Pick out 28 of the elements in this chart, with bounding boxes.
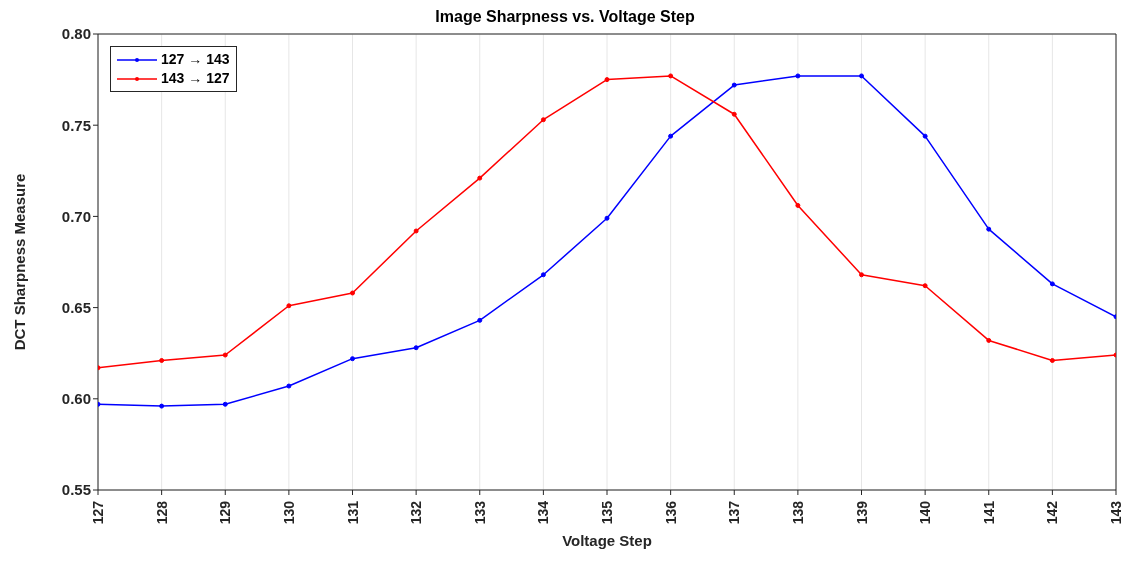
x-tick-label: 130 — [280, 500, 297, 525]
x-tick-label: 136 — [662, 500, 679, 525]
x-tick-label: 128 — [153, 500, 170, 525]
y-tick-label: 0.55 — [61, 481, 91, 499]
legend-label: 127 → 143 — [161, 50, 230, 69]
x-tick-label: 141 — [980, 500, 997, 525]
x-tick-label: 142 — [1044, 500, 1061, 525]
x-tick-label: 137 — [726, 500, 743, 525]
y-tick-label: 0.80 — [61, 25, 91, 43]
x-tick-label: 138 — [789, 500, 806, 525]
x-tick-label: 134 — [535, 500, 552, 525]
chart-title: Image Sharpness vs. Voltage Step — [434, 8, 696, 26]
x-tick-label: 139 — [853, 500, 870, 525]
x-tick-label: 140 — [917, 500, 934, 525]
y-tick-label: 0.60 — [61, 390, 91, 408]
x-tick-label: 131 — [344, 500, 361, 525]
x-tick-label: 135 — [599, 500, 615, 525]
x-tick-label: 133 — [471, 500, 488, 525]
x-tick-label: 143 — [1108, 500, 1124, 525]
x-axis-title: Voltage Step — [562, 532, 652, 549]
x-tick-label: 129 — [217, 500, 234, 525]
y-tick-label: 0.65 — [61, 298, 91, 316]
y-tick-label: 0.75 — [61, 116, 91, 134]
legend-label: 143 → 127 — [161, 69, 230, 88]
y-tick-label: 0.70 — [61, 207, 91, 225]
x-tick-label: 132 — [408, 500, 425, 525]
x-tick-label: 127 — [90, 500, 106, 525]
y-axis-title: DCT Sharpness Measure — [11, 173, 29, 351]
